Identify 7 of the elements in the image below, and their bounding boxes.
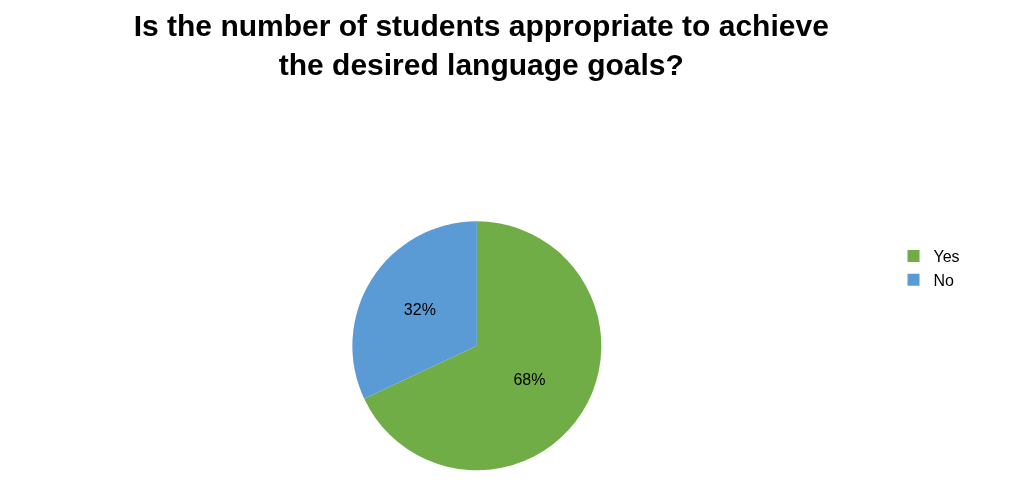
data-label: 32% (403, 301, 436, 319)
legend-label: No (933, 271, 955, 289)
chart-title: Is the number of students appropriate to achieve the desired language goals? (133, 9, 829, 81)
pie-slice (352, 221, 477, 399)
legend-label: Yes (933, 248, 960, 266)
pie-slice (364, 221, 602, 471)
data-label: 68% (513, 370, 546, 388)
